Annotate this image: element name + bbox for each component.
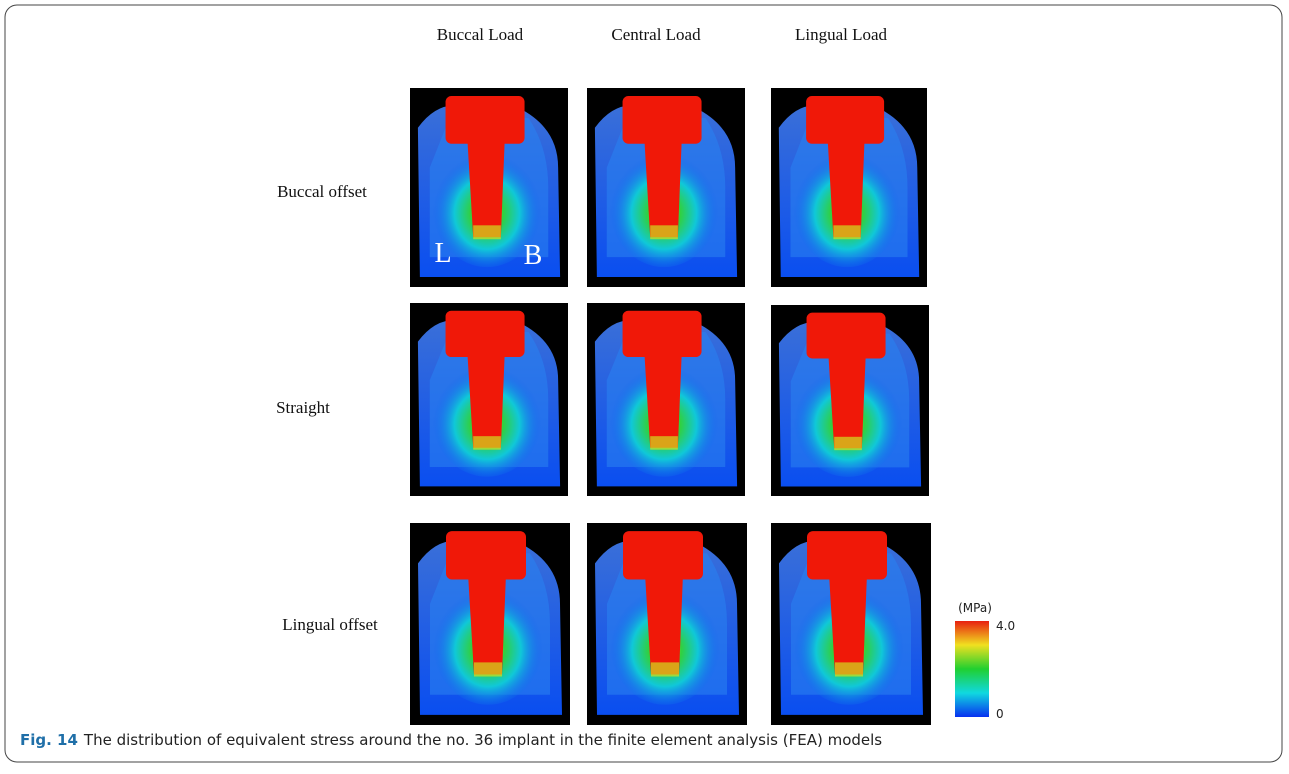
fea-panel	[587, 88, 745, 287]
fea-panel	[771, 88, 927, 287]
colorbar	[955, 621, 989, 717]
fea-panel	[771, 523, 931, 725]
colorbar-min: 0	[996, 707, 1004, 721]
row-label: Lingual offset	[282, 615, 378, 634]
fea-panel	[587, 303, 745, 496]
caption: Fig. 14 The distribution of equivalent st…	[20, 731, 882, 749]
fea-panel	[587, 523, 747, 725]
fea-panel	[771, 305, 929, 496]
column-header: Buccal Load	[437, 25, 524, 44]
fea-panel	[410, 523, 570, 725]
colorbar-unit: (MPa)	[958, 601, 992, 615]
page: {"columns": ["Buccal Load", "Central Loa…	[0, 0, 1289, 774]
caption-label: Fig. 14	[20, 731, 78, 749]
caption-text: The distribution of equivalent stress ar…	[84, 731, 882, 749]
fea-panel	[410, 303, 568, 496]
row-label: Buccal offset	[277, 182, 367, 201]
side-label: B	[524, 240, 543, 271]
row-label: Straight	[276, 398, 330, 417]
column-header: Lingual Load	[795, 25, 888, 44]
colorbar-max: 4.0	[996, 619, 1015, 633]
figure: Buccal Load Central Load Lingual Load Bu…	[0, 0, 1289, 774]
side-label: L	[434, 238, 451, 269]
column-header: Central Load	[611, 25, 701, 44]
